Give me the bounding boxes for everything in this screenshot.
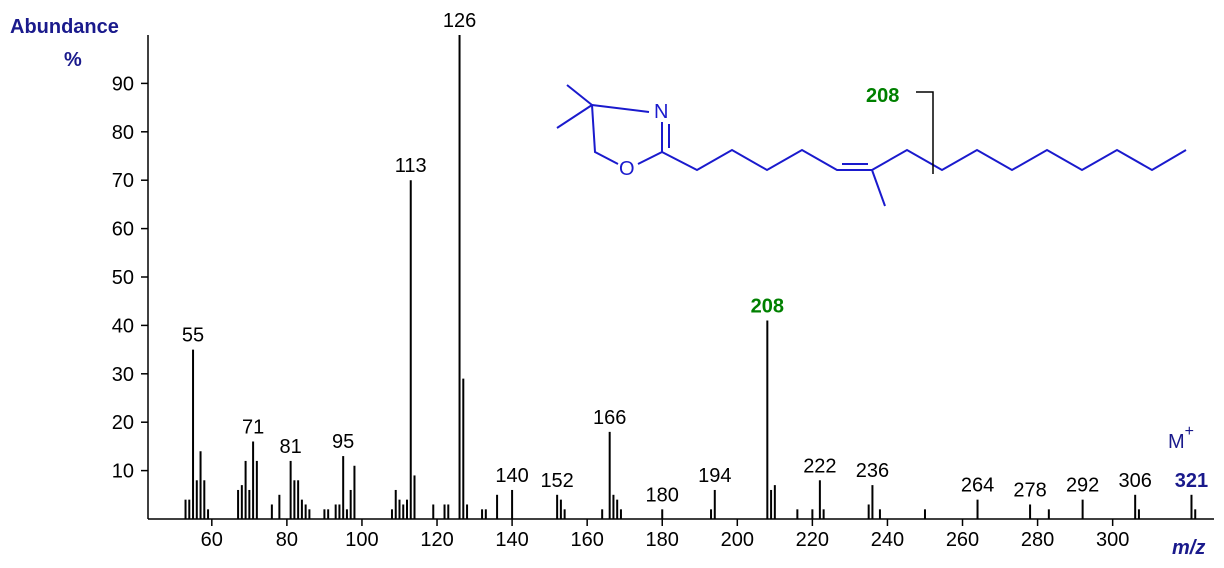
molecular-ion-main: M [1168,431,1185,453]
bond [556,84,594,129]
x-axis-label: m/z [1172,537,1205,559]
x-tick-label: 280 [1021,529,1054,551]
x-tick-label: 200 [721,529,754,551]
peak-label: 264 [961,475,994,497]
x-tick-label: 180 [646,529,679,551]
peak-label: 278 [1013,479,1046,501]
x-tick-label: 120 [420,529,453,551]
y-axis-unit: % [64,49,82,71]
y-tick-label: 60 [112,219,134,241]
peak-label: 208 [751,296,784,318]
peak-label: 126 [443,10,476,32]
structure: N O [556,84,1187,207]
peak-label: 140 [495,465,528,487]
x-tick-label: 80 [276,529,298,551]
bond [871,169,886,207]
y-tick-label: 90 [112,73,134,95]
peak-label: 321 [1175,470,1208,492]
y-tick-label: 70 [112,170,134,192]
x-tick-label: 240 [871,529,904,551]
y-tick-label: 80 [112,122,134,144]
bond [637,122,663,165]
x-tick-label: 100 [345,529,378,551]
molecular-ion-sup: + [1185,423,1194,440]
peak-label: 292 [1066,475,1099,497]
y-tick-label: 40 [112,315,134,337]
peak-label: 166 [593,407,626,429]
bond [661,148,1187,172]
atom-label: N [654,101,668,123]
peak-label: 71 [242,417,264,439]
peak-label: 236 [856,460,889,482]
y-axis-label: Abundance [10,16,119,38]
y-tick-label: 50 [112,267,134,289]
peak-label: 222 [803,455,836,477]
y-tick-label: 20 [112,412,134,434]
peak-label: 95 [332,431,354,453]
x-tick-label: 260 [946,529,979,551]
bond [591,104,619,165]
cleavage-label: 208 [866,85,899,107]
x-tick-label: 220 [796,529,829,551]
peak-label: 81 [280,436,302,458]
molecular-ion-label: M+ [1168,423,1194,453]
peak-label: 180 [646,484,679,506]
x-tick-label: 300 [1096,529,1129,551]
peak-label: 152 [540,470,573,492]
peak-label: 55 [182,325,204,347]
bond [591,104,650,113]
x-tick-label: 140 [495,529,528,551]
x-tick-label: 160 [570,529,603,551]
peak-label: 113 [395,155,427,177]
y-tick-label: 30 [112,364,134,386]
atom-label: O [619,158,635,180]
peak-label: 306 [1118,470,1151,492]
x-tick-label: 60 [201,529,223,551]
peak-label: 194 [698,465,731,487]
y-tick-label: 10 [112,461,134,483]
cleavage-line [916,91,934,174]
